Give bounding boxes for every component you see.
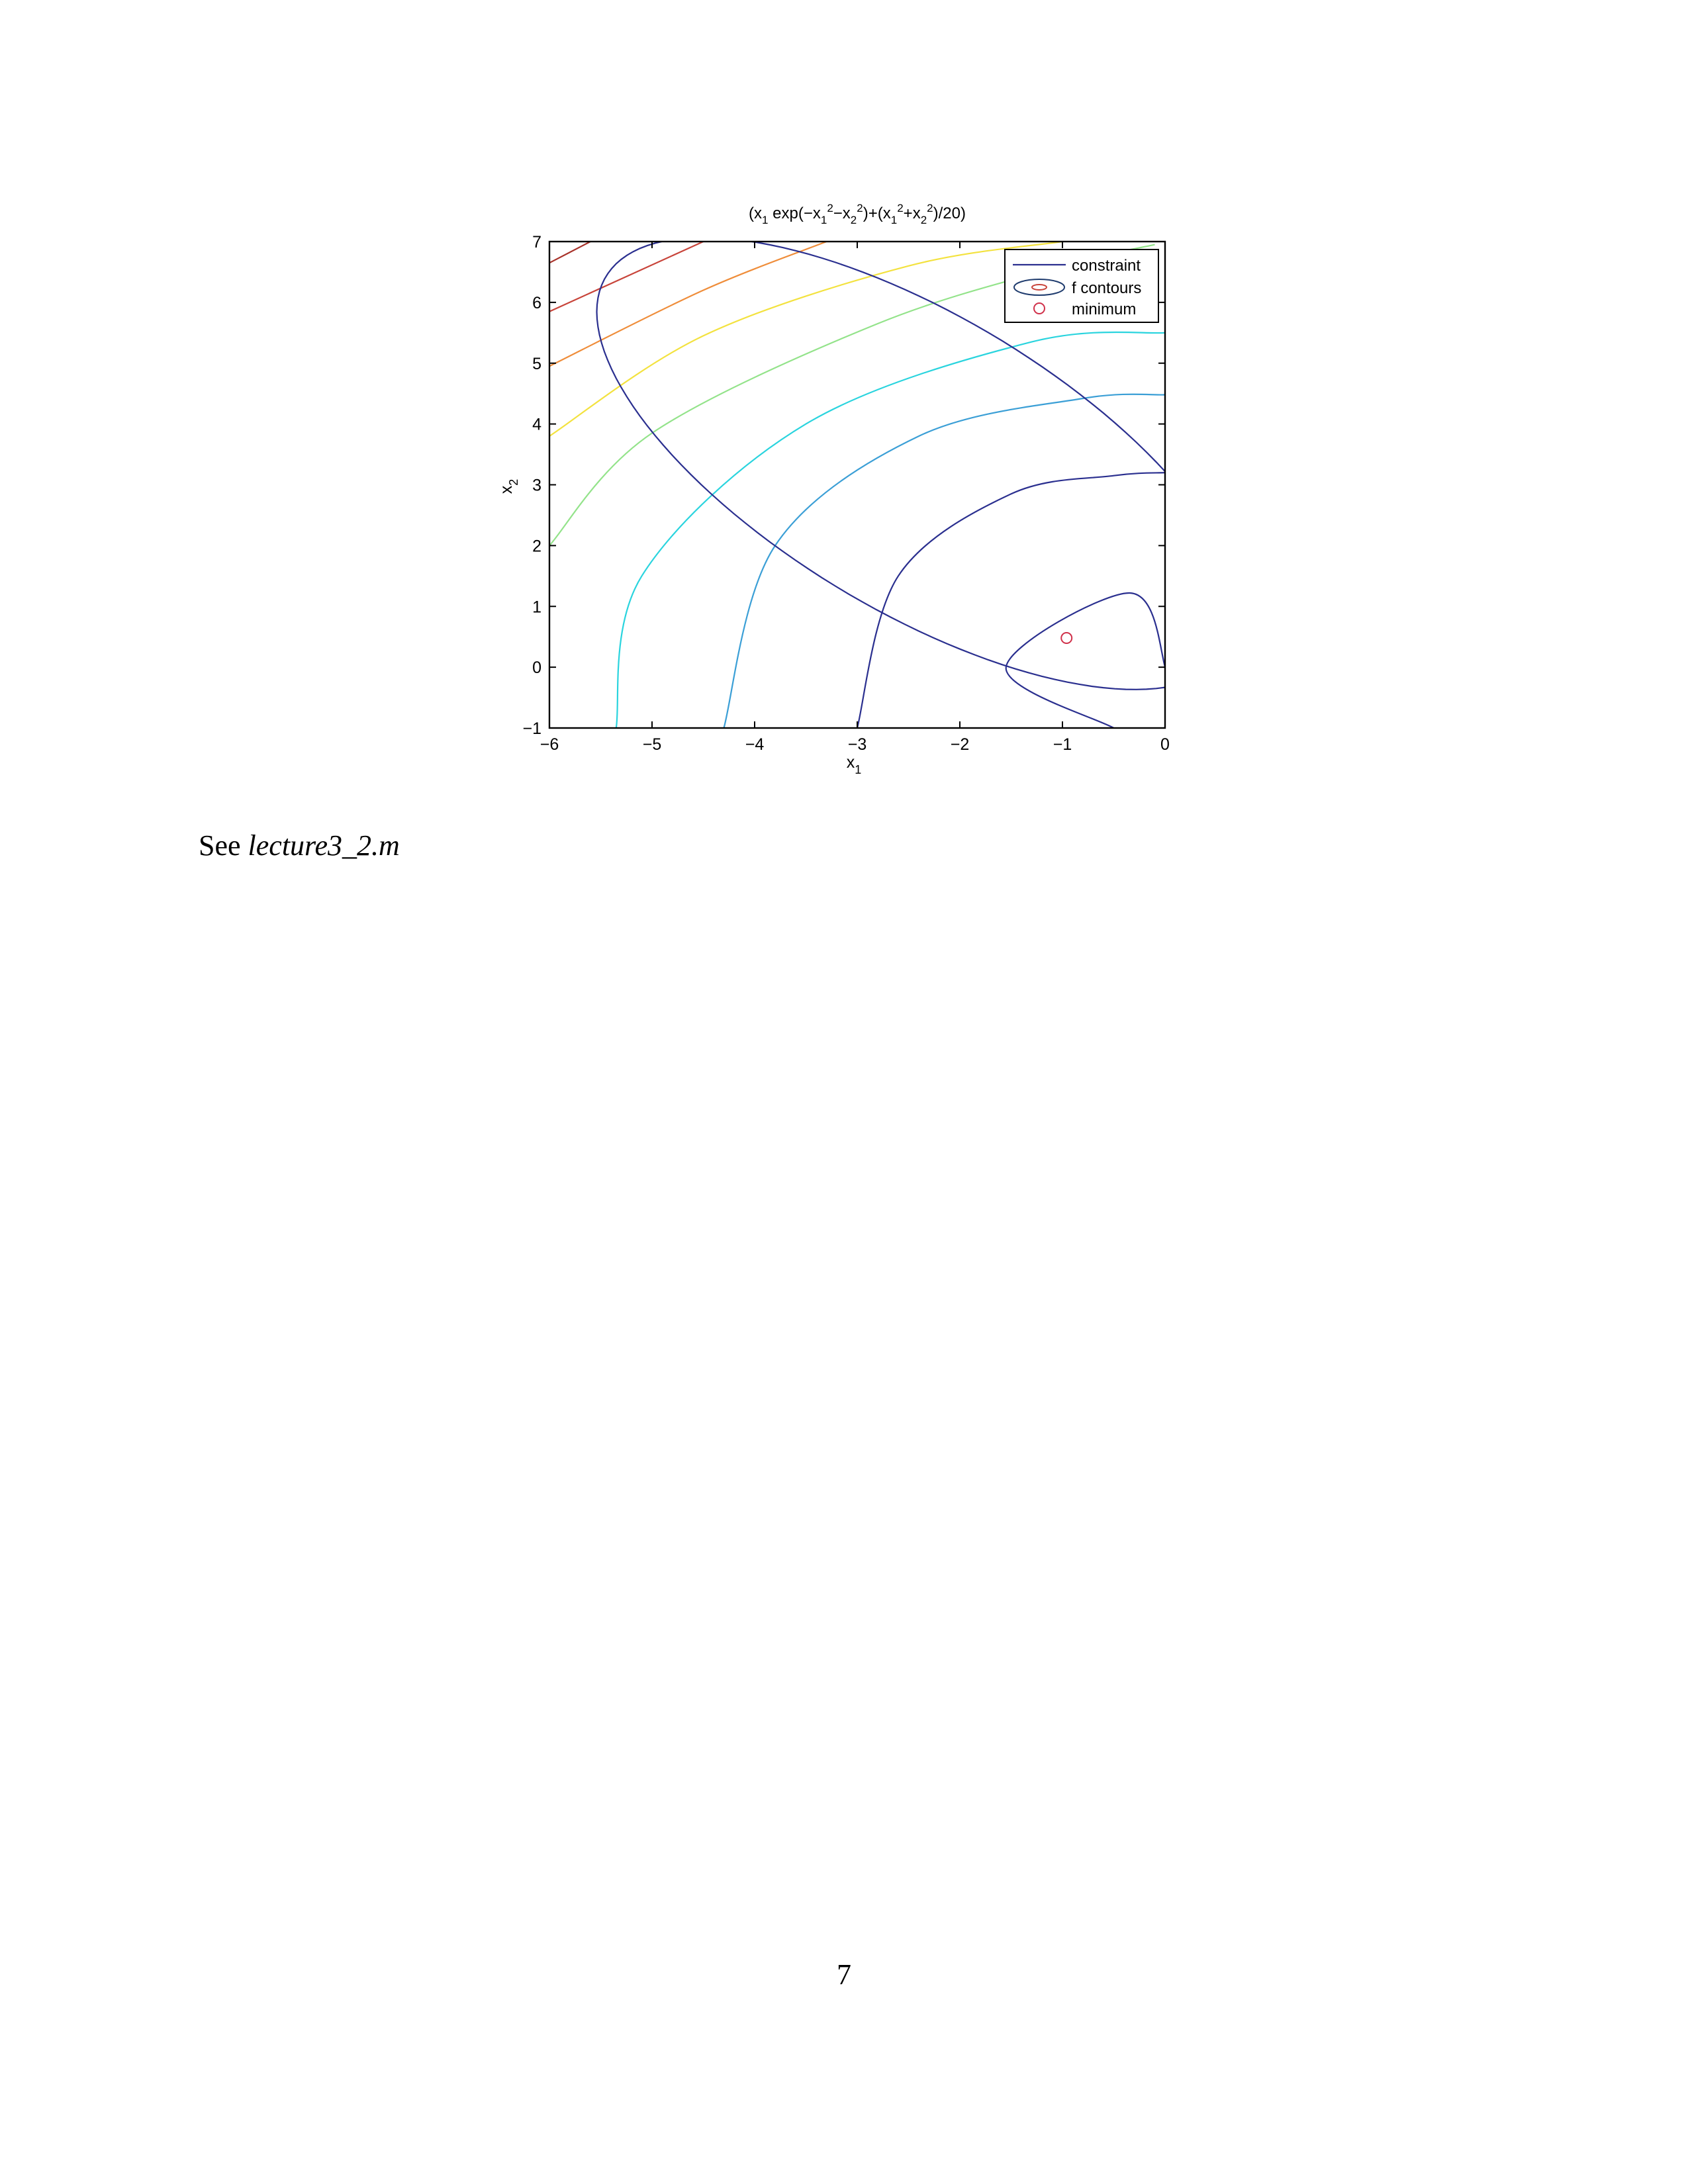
tick-layer: −6 −5 −4 −3 −2 −1 0 −1 0 1 2 3 4 5 6 7 xyxy=(522,233,1169,754)
y-axis-label-base: x xyxy=(497,485,516,494)
see-prefix: See xyxy=(199,829,248,862)
legend-minimum-label: minimum xyxy=(1072,300,1136,318)
title-superscript: 2 xyxy=(927,202,933,214)
x-tick-label: −1 xyxy=(1053,735,1072,754)
x-tick-label: 0 xyxy=(1160,735,1170,754)
file-reference: lecture3_2.m xyxy=(248,829,400,862)
marker-layer xyxy=(1060,632,1073,645)
legend-contours-label: f contours xyxy=(1072,279,1141,297)
x-axis-label-sub: 1 xyxy=(855,763,861,776)
y-tick-label: 7 xyxy=(532,233,541,251)
contour-layer xyxy=(549,242,1165,728)
constraint-layer xyxy=(596,242,1165,690)
contour-line-f9 xyxy=(549,242,591,264)
title-part: )+(x xyxy=(863,205,891,222)
title-superscript: 2 xyxy=(857,202,863,214)
contour-line-f8 xyxy=(549,242,704,312)
minimum-marker xyxy=(1060,632,1073,645)
constraint-ellipse xyxy=(596,242,1165,690)
y-tick-label: −1 xyxy=(522,719,541,738)
contour-line-f6 xyxy=(549,242,1063,437)
y-tick-label: 3 xyxy=(532,477,541,495)
y-tick-label: 4 xyxy=(532,416,541,434)
x-tick-label: −2 xyxy=(951,735,970,754)
y-axis-label-sub: 2 xyxy=(507,479,520,486)
title-subscript: 1 xyxy=(762,214,768,226)
legend-box xyxy=(1004,249,1159,323)
title-part: (x xyxy=(749,205,762,222)
y-tick-label: 6 xyxy=(532,294,541,312)
title-subscript: 1 xyxy=(821,214,827,226)
contour-line-f2 xyxy=(856,472,1165,728)
contour-line-f4 xyxy=(615,331,1165,728)
contour-line-f1 xyxy=(1005,592,1165,728)
contour-chart: (x1 exp(−x12−x22)+(x12+x22)/20) −6 −5 −4 −3… xyxy=(497,202,1170,776)
legend-contours-outer-ellipse xyxy=(1013,279,1065,296)
see-reference: See lecture3_2.m xyxy=(199,829,400,862)
y-tick-label: 5 xyxy=(532,355,541,373)
x-tick-label: −5 xyxy=(643,735,662,754)
title-part: −x xyxy=(833,205,851,222)
title-superscript: 2 xyxy=(827,202,833,214)
title-subscript: 2 xyxy=(921,214,927,226)
page-number: 7 xyxy=(837,1958,851,1991)
legend-minimum-marker xyxy=(1033,302,1045,314)
legend-contours-inner-ellipse xyxy=(1031,284,1047,291)
title-superscript: 2 xyxy=(897,202,903,214)
y-tick-label: 1 xyxy=(532,598,541,616)
x-tick-label: −6 xyxy=(540,735,559,754)
chart-title: (x1 exp(−x12−x22)+(x12+x22)/20) xyxy=(749,202,966,226)
title-subscript: 2 xyxy=(851,214,857,226)
title-subscript: 1 xyxy=(891,214,897,226)
x-tick-label: −3 xyxy=(848,735,867,754)
x-tick-label: −4 xyxy=(745,735,765,754)
contour-line-f3 xyxy=(723,393,1165,728)
title-part: exp(−x xyxy=(768,205,820,222)
y-tick-label: 2 xyxy=(532,537,541,555)
x-axis-label: x1 xyxy=(847,753,862,776)
title-part: +x xyxy=(904,205,921,222)
contour-line-f7 xyxy=(549,242,827,367)
legend: constraint f contours minimum xyxy=(1004,249,1159,323)
y-axis-label: x2 xyxy=(497,479,520,494)
x-axis-label-base: x xyxy=(847,753,855,772)
legend-constraint-label: constraint xyxy=(1072,257,1141,275)
y-tick-label: 0 xyxy=(532,659,541,677)
title-part: )/20) xyxy=(933,205,966,222)
